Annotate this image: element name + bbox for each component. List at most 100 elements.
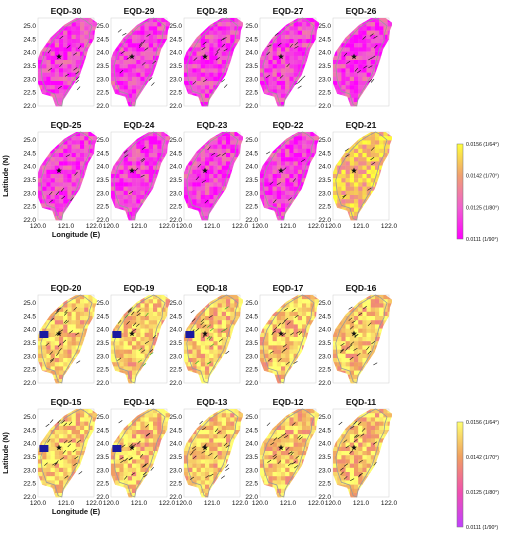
heat-cell xyxy=(289,349,294,354)
heat-cell xyxy=(285,89,290,94)
vector-arrow xyxy=(348,317,353,321)
heat-cell xyxy=(84,148,89,154)
heat-cell xyxy=(226,157,231,162)
heat-cell xyxy=(302,144,307,149)
heat-cell xyxy=(63,341,68,346)
heat-cell xyxy=(50,43,55,48)
heat-cell xyxy=(213,34,218,40)
heat-cell xyxy=(289,153,294,158)
heat-cell xyxy=(213,140,218,145)
heat-cell xyxy=(209,203,214,208)
heat-cell xyxy=(136,144,141,149)
y-axis-label: Latitude (N) xyxy=(1,155,10,197)
heat-cell xyxy=(50,72,55,77)
heat-cell xyxy=(127,55,133,61)
heat-cell xyxy=(67,186,72,191)
vector-arrow xyxy=(193,57,198,61)
heat-cell xyxy=(366,153,371,158)
heat-cell xyxy=(115,64,120,69)
heat-cell xyxy=(148,43,154,48)
epicenter-star xyxy=(129,167,135,174)
heat-cell xyxy=(42,161,47,166)
heat-cell xyxy=(345,39,350,44)
heat-cell xyxy=(84,295,89,300)
heat-cell xyxy=(230,18,235,23)
heat-cell xyxy=(276,76,282,82)
heat-cell xyxy=(272,345,277,350)
heat-cell xyxy=(205,102,210,107)
heat-cell xyxy=(217,140,222,145)
heat-cell xyxy=(132,190,137,196)
heat-cell xyxy=(184,169,189,175)
heat-cell xyxy=(132,153,137,158)
heat-cell xyxy=(276,144,282,149)
heat-cell xyxy=(285,169,290,175)
heat-cell xyxy=(314,22,319,27)
heat-cell xyxy=(358,60,363,65)
heat-cell xyxy=(50,341,55,346)
heat-cell xyxy=(50,442,55,447)
heat-cell xyxy=(281,374,286,380)
heat-cell xyxy=(54,199,60,204)
vector-arrow xyxy=(367,350,372,355)
heat-cell xyxy=(297,341,303,346)
heat-cell xyxy=(136,72,141,77)
heat-cell xyxy=(200,199,206,204)
heat-cell xyxy=(46,43,51,48)
heat-cell xyxy=(111,85,116,90)
heat-cell xyxy=(281,182,286,187)
heat-cell xyxy=(54,358,60,363)
heat-cell xyxy=(196,51,201,56)
y-tick-label: 25.0 xyxy=(245,300,258,307)
heat-cell xyxy=(354,195,359,200)
heat-cell xyxy=(205,144,210,149)
heat-cell xyxy=(144,60,149,65)
x-tick-label: 122.0 xyxy=(308,223,325,230)
heat-cell xyxy=(115,68,120,73)
heat-cell xyxy=(221,303,227,308)
heat-cell xyxy=(213,47,218,52)
heat-cell xyxy=(217,186,222,191)
y-tick-label: 22.5 xyxy=(318,90,331,97)
heat-cell xyxy=(370,328,376,333)
heat-cell xyxy=(221,299,227,304)
heat-cell xyxy=(341,358,346,363)
heat-cell xyxy=(148,39,154,44)
heat-cell xyxy=(354,190,359,196)
heat-cell xyxy=(289,165,294,170)
heat-cell xyxy=(310,148,315,154)
heat-cell xyxy=(42,186,47,191)
heat-cell xyxy=(63,64,68,69)
heat-cell xyxy=(200,207,206,212)
heat-cell xyxy=(196,311,201,317)
heat-cell xyxy=(67,320,72,325)
heat-cell xyxy=(38,186,43,191)
heat-cell xyxy=(119,51,124,56)
heat-cell xyxy=(221,311,227,317)
heat-cell xyxy=(46,64,51,69)
heat-cell xyxy=(217,190,222,196)
heat-cell xyxy=(200,85,206,90)
heat-cell xyxy=(119,195,124,200)
heat-cell xyxy=(184,341,189,346)
vector-arrow xyxy=(141,158,145,163)
vector-arrow xyxy=(350,341,355,345)
heat-cell xyxy=(349,332,355,338)
heat-cell xyxy=(383,311,388,317)
heat-cell xyxy=(264,72,269,77)
heat-cell xyxy=(281,102,286,107)
heat-cell xyxy=(366,136,371,141)
heat-cell xyxy=(38,169,43,175)
vector-arrow xyxy=(204,199,209,204)
heat-cell xyxy=(46,157,51,162)
heat-cell xyxy=(75,178,81,183)
heat-cell xyxy=(362,337,367,342)
heat-cell xyxy=(379,165,384,170)
heat-cell xyxy=(217,68,222,73)
heat-cell xyxy=(84,26,89,31)
heat-cell xyxy=(71,34,76,40)
heat-cell xyxy=(59,72,64,77)
heat-cell xyxy=(358,153,363,158)
heat-cell xyxy=(379,148,384,154)
heat-cell xyxy=(345,81,350,86)
